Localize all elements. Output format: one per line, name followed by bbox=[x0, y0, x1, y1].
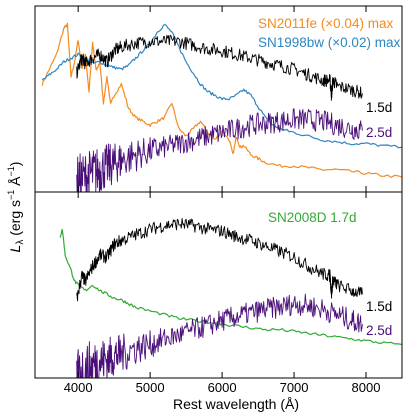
series-line-sn1998bw bbox=[41, 24, 402, 149]
x-tick-label: 4000 bbox=[64, 380, 93, 395]
y-axis-label: Lλ (erg s−1 Å−1) bbox=[6, 162, 26, 253]
x-tick-label: 5000 bbox=[136, 380, 165, 395]
annotation-top-1: SN1998bw (×0.02) max bbox=[258, 35, 400, 50]
y-axis-label-units: (erg s bbox=[7, 200, 23, 240]
x-tick-label: 8000 bbox=[352, 380, 381, 395]
panel-bottom-series bbox=[59, 217, 402, 378]
panel-top: SN2011fe (×0.04) max SN1998bw (×0.02) max… bbox=[34, 5, 403, 193]
series-line-sn2011fe bbox=[41, 22, 402, 178]
panels-group: SN2011fe (×0.04) max SN1998bw (×0.02) max… bbox=[34, 5, 403, 379]
annotation-bottom-2: 2.5d bbox=[366, 323, 392, 338]
x-tick-label: 7000 bbox=[280, 380, 309, 395]
x-tick-label: 6000 bbox=[208, 380, 237, 395]
y-axis-label-exp2: −1 bbox=[6, 166, 16, 176]
panel-bottom-frame bbox=[34, 191, 403, 379]
series-line-sn2008d_2.5d_bottom bbox=[76, 293, 363, 378]
x-ticks-group: 4000 5000 6000 7000 8000 bbox=[64, 380, 381, 395]
series-line-sn2008d_1.5d_top bbox=[76, 34, 363, 101]
annotation-bottom-0: SN2008D 1.7d bbox=[268, 210, 357, 225]
y-axis-label-subscript: λ bbox=[15, 240, 26, 245]
panel-top-series bbox=[41, 22, 402, 192]
annotation-top-0: SN2011fe (×0.04) max bbox=[258, 16, 393, 31]
y-axis-label-exp1: −1 bbox=[6, 190, 16, 200]
y-axis-label-end: ) bbox=[7, 162, 23, 167]
annotation-top-3: 2.5d bbox=[366, 125, 392, 140]
y-axis-label-mid: Å bbox=[7, 176, 23, 190]
panel-bottom: SN2008D 1.7d 1.5d 2.5d bbox=[34, 191, 403, 379]
y-axis-label-symbol: L bbox=[7, 245, 23, 253]
annotation-top-2: 1.5d bbox=[366, 100, 392, 115]
annotation-bottom-1: 1.5d bbox=[366, 299, 392, 314]
x-axis-label: Rest wavelength (Å) bbox=[173, 396, 299, 412]
series-line-sn2008d_2.5d_top bbox=[76, 108, 363, 192]
series-line-sn2008d_1.5d_bottom bbox=[76, 217, 363, 302]
